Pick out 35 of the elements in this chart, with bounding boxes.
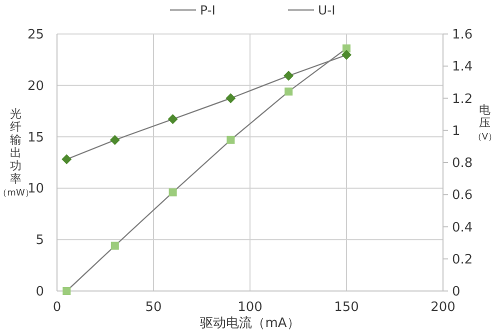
point: [110, 135, 120, 146]
point: [284, 70, 294, 81]
y2-tick-label: 0.8: [452, 156, 473, 171]
y-tick-label: 15: [27, 130, 44, 146]
y2-tick-label: 1.6: [452, 28, 473, 42]
legend-label: P-I: [200, 2, 216, 18]
point: [110, 242, 119, 250]
y2-tick-label: 1: [452, 124, 460, 139]
x-tick-label: 0: [52, 300, 62, 315]
y2-tick-label: 0: [452, 284, 460, 300]
y2-axis-title: 电压（V）: [472, 102, 498, 142]
y-tick-label: 5: [36, 233, 44, 248]
point: [284, 88, 293, 96]
x-axis-title: 驱动电流（mA）: [200, 315, 300, 330]
y-tick-label: 20: [27, 78, 44, 94]
x-tick-label: 50: [145, 300, 162, 315]
point: [168, 114, 178, 124]
point: [168, 188, 177, 196]
y-tick-label: 25: [27, 28, 44, 42]
point: [62, 154, 72, 164]
y2-tick-label: 1.2: [452, 92, 473, 107]
point: [226, 136, 235, 144]
y2-tick-label: 1.4: [452, 60, 473, 75]
y2-tick-label: 0.6: [452, 188, 473, 204]
point: [62, 287, 71, 295]
y2-tick-label: 0.4: [452, 220, 473, 236]
x-tick-label: 200: [430, 300, 456, 315]
x-tick-label: 100: [238, 300, 262, 315]
y-tick-label: 0: [36, 284, 44, 300]
y2-tick-label: 0.2: [452, 252, 473, 268]
point: [342, 50, 352, 60]
point: [226, 93, 236, 104]
x-tick-label: 150: [334, 300, 359, 315]
legend-label: U-I: [318, 2, 336, 18]
y-tick-label: 10: [27, 182, 44, 197]
